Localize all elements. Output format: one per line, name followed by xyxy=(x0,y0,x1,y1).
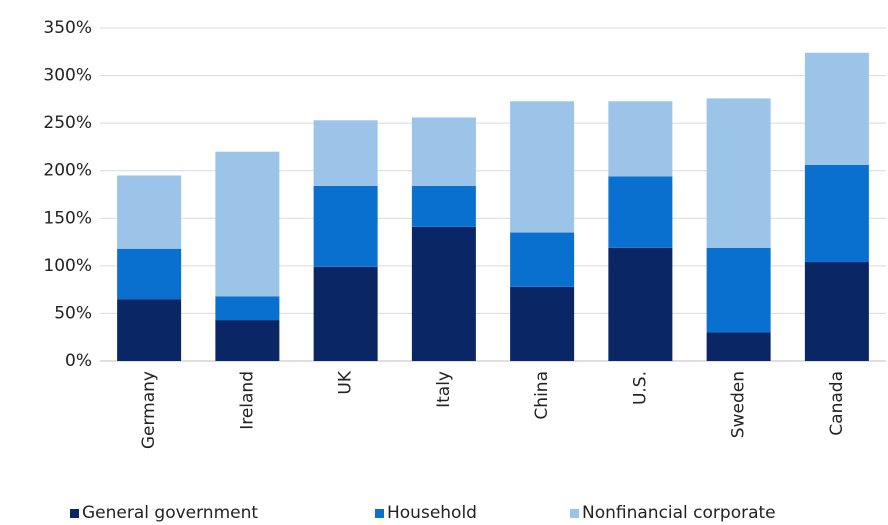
bar-segment xyxy=(608,101,673,177)
x-tick-label: China xyxy=(532,371,552,420)
y-tick-label: 350% xyxy=(43,18,92,38)
bar-segment xyxy=(313,120,378,186)
x-tick-label: Italy xyxy=(434,371,454,408)
y-tick-label: 0% xyxy=(65,351,92,371)
bar-segment xyxy=(215,151,280,297)
bar-segment xyxy=(117,248,182,300)
bar-segment xyxy=(313,266,378,361)
bar-segment xyxy=(608,247,673,361)
y-tick-label: 50% xyxy=(54,303,92,323)
bar-segment xyxy=(804,165,869,263)
x-tick-label: Canada xyxy=(827,371,847,436)
bar-segment xyxy=(411,226,476,361)
x-tick-label: UK xyxy=(336,370,356,394)
bar-segment xyxy=(510,232,575,287)
bar-segment xyxy=(411,185,476,227)
x-tick-label: Germany xyxy=(139,371,159,449)
bar-segment xyxy=(510,101,575,233)
bar-segment xyxy=(706,332,771,361)
y-tick-label: 150% xyxy=(43,208,92,228)
y-tick-label: 100% xyxy=(43,256,92,276)
y-tick-label: 250% xyxy=(43,113,92,133)
legend-label: General government xyxy=(82,503,258,523)
x-tick-label: U.S. xyxy=(630,371,650,405)
bar-segment xyxy=(706,247,771,333)
legend-label: Nonfinancial corporate xyxy=(582,503,776,523)
legend-label: Household xyxy=(387,503,477,523)
bar-segment xyxy=(215,320,280,361)
bar-segment xyxy=(804,262,869,361)
bar-segment xyxy=(313,185,378,267)
y-tick-label: 300% xyxy=(43,66,92,86)
x-tick-label: Ireland xyxy=(237,371,257,430)
bar-segment xyxy=(804,52,869,166)
y-tick-label: 200% xyxy=(43,161,92,181)
legend-swatch xyxy=(70,509,79,518)
bar-segment xyxy=(510,286,575,361)
bar-segment xyxy=(117,175,182,249)
legend-swatch xyxy=(375,509,384,518)
bar-segment xyxy=(608,176,673,248)
bar-segment xyxy=(706,98,771,248)
bar-segment xyxy=(411,117,476,186)
bar-segment xyxy=(117,299,182,361)
bar-segment xyxy=(215,296,280,321)
legend-swatch xyxy=(570,509,579,518)
x-tick-label: Sweden xyxy=(729,371,749,438)
